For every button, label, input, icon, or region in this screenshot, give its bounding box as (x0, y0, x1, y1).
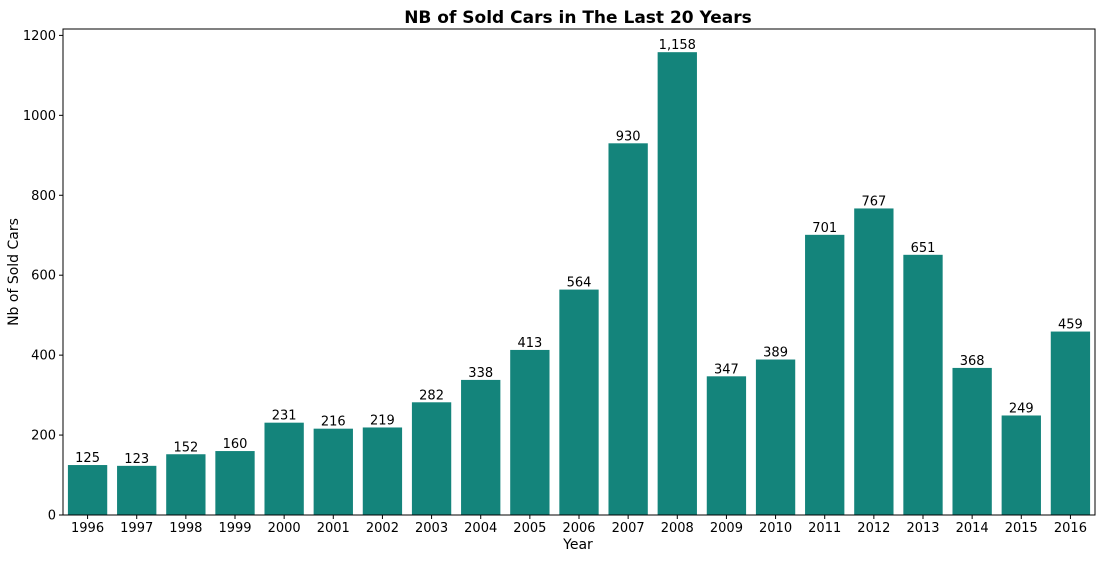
bar (362, 427, 403, 515)
bar (706, 376, 747, 515)
y-axis: 0 200 400 600 800 1000 1200 (23, 29, 63, 524)
x-tick-label: 1996 (71, 521, 104, 536)
x-tick-label: 2002 (366, 521, 399, 536)
x-tick-label: 1999 (218, 521, 251, 536)
bar (903, 254, 943, 515)
x-axis-label: Year (562, 537, 593, 553)
x-tick-label: 2016 (1054, 521, 1087, 536)
x-tick-label: 1998 (169, 521, 202, 536)
bar-value-label: 249 (1009, 401, 1034, 416)
bar-value-label: 338 (468, 366, 493, 381)
bar-value-label: 930 (616, 129, 641, 144)
bar (166, 454, 206, 515)
bar-value-label: 767 (861, 194, 886, 209)
bar-value-label: 347 (714, 362, 739, 377)
bar-value-label: 651 (911, 241, 936, 256)
bar (215, 451, 255, 515)
y-tick-label: 800 (31, 189, 56, 204)
bar-value-label: 701 (812, 221, 837, 236)
bar-value-label: 216 (321, 415, 346, 430)
x-tick-label: 2011 (808, 521, 841, 536)
bar-value-label: 125 (75, 451, 100, 466)
bar (854, 208, 894, 515)
bar (657, 52, 697, 516)
bar (264, 422, 304, 515)
y-tick-label: 600 (31, 269, 56, 284)
bar (755, 359, 796, 515)
x-tick-label: 2004 (464, 521, 497, 536)
bar-value-label: 123 (124, 452, 149, 467)
x-tick-label: 2006 (562, 521, 595, 536)
x-tick-label: 2014 (956, 521, 989, 536)
x-tick-label: 2005 (513, 521, 546, 536)
y-tick-label: 0 (48, 509, 56, 524)
bar-value-label: 231 (272, 409, 297, 424)
x-tick-label: 1997 (120, 521, 153, 536)
x-tick-label: 2001 (317, 521, 350, 536)
bar-value-label: 413 (517, 336, 542, 351)
y-tick-label: 400 (31, 349, 56, 364)
bar (952, 367, 992, 515)
x-tick-label: 2000 (268, 521, 301, 536)
bar (1001, 415, 1041, 515)
bar (313, 428, 353, 515)
x-tick-label: 2009 (710, 521, 743, 536)
chart-title: NB of Sold Cars in The Last 20 Years (404, 8, 752, 28)
bar (117, 465, 157, 515)
y-tick-label: 1000 (23, 109, 56, 124)
bar-value-label: 1,158 (659, 38, 696, 53)
bar (510, 349, 550, 515)
bars-group: 125 123 152 160 231 216 219 282 338 413 564 930 1,15… (67, 38, 1091, 516)
y-tick-label: 200 (31, 429, 56, 444)
bar (461, 379, 501, 515)
bar (67, 465, 108, 515)
bar-value-label: 152 (173, 440, 198, 455)
x-tick-label: 2007 (612, 521, 645, 536)
x-tick-label: 2003 (415, 521, 448, 536)
y-axis-label: Nb of Sold Cars (6, 218, 22, 326)
plot-frame (62, 28, 1096, 516)
x-tick-label: 2012 (857, 521, 890, 536)
bar-value-label: 564 (567, 276, 592, 291)
bar (805, 234, 845, 515)
bar-value-label: 160 (223, 437, 248, 452)
bar (411, 402, 452, 515)
x-axis: 1996 1997 1998 1999 2000 2001 2002 2003 2004 2005… (71, 515, 1087, 536)
bar-value-label: 282 (419, 388, 444, 403)
x-tick-label: 2010 (759, 521, 792, 536)
bar-value-label: 389 (763, 346, 788, 361)
bar (1050, 331, 1091, 515)
x-tick-label: 2015 (1005, 521, 1038, 536)
bar (608, 143, 648, 516)
bar-value-label: 459 (1058, 318, 1083, 333)
bar-value-label: 219 (370, 413, 395, 428)
bar (559, 289, 599, 515)
y-tick-label: 1200 (23, 29, 56, 44)
bar-value-label: 368 (960, 354, 985, 369)
x-tick-label: 2013 (906, 521, 939, 536)
x-tick-label: 2008 (661, 521, 694, 536)
